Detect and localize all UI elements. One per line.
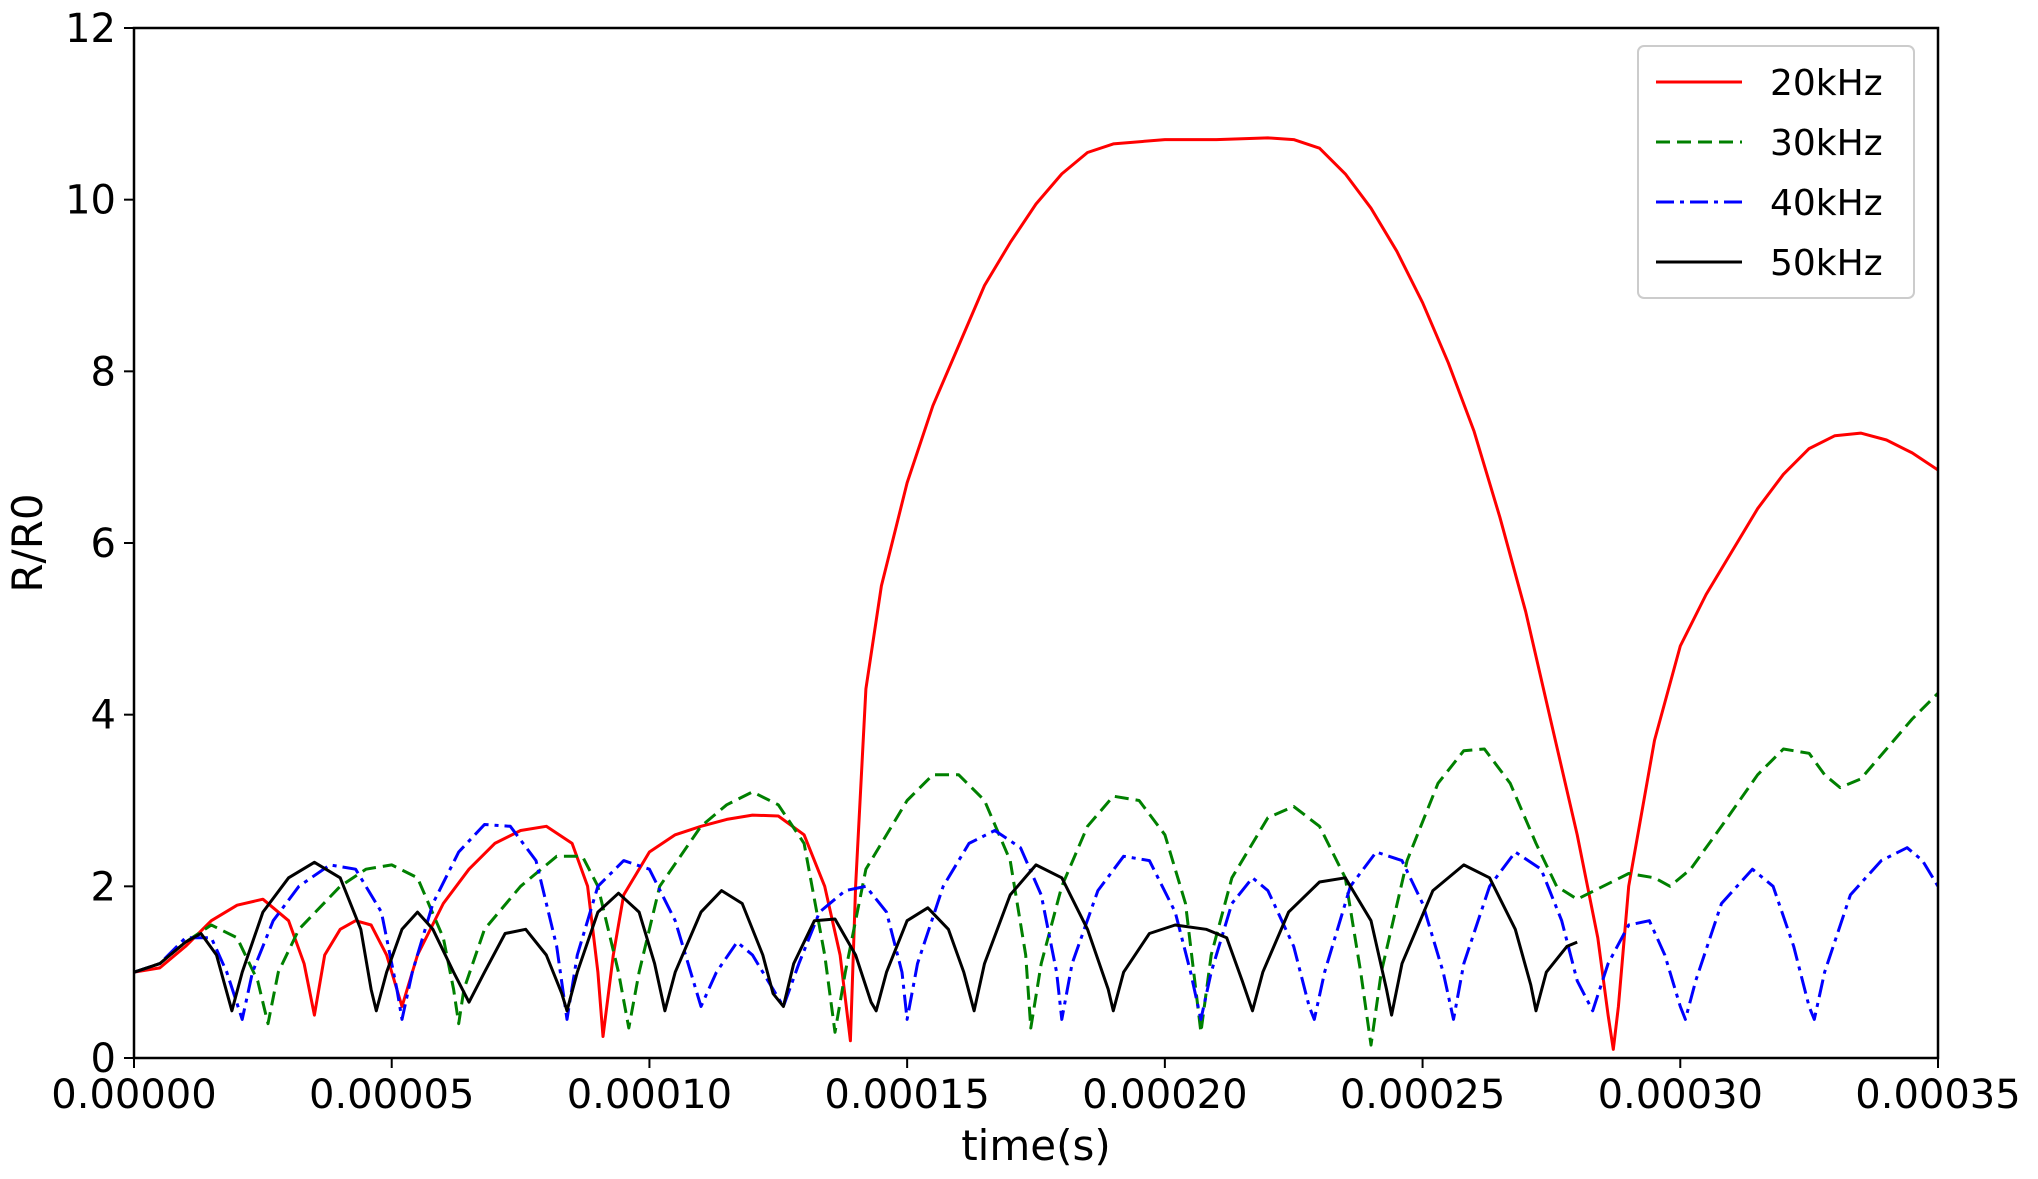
y-axis-label: R/R0: [3, 493, 52, 592]
y-tick-label: 12: [65, 6, 116, 52]
series-line-50kHz: [134, 860, 1578, 1017]
x-tick-label: 0.00025: [1340, 1072, 1505, 1118]
series-layer: [134, 136, 1938, 1051]
x-tick-label: 0.00035: [1855, 1072, 2020, 1118]
legend-box: [1637, 45, 1915, 299]
y-tick-label: 8: [91, 349, 116, 395]
y-axis: 0 2 4 6 8 10 12: [65, 6, 134, 1082]
legend-label-20kHz: 20kHz: [1770, 63, 1883, 104]
y-tick-label: 6: [91, 521, 116, 567]
legend-label-30kHz: 30kHz: [1770, 123, 1883, 164]
x-axis: 0.00000 0.00005 0.00010 0.00015 0.00020 0.000…: [51, 1058, 2021, 1118]
x-axis-label: time(s): [961, 1121, 1111, 1170]
y-tick-label: 0: [91, 1036, 116, 1082]
x-tick-label: 0.00000: [51, 1072, 216, 1118]
legend-label-40kHz: 40kHz: [1770, 183, 1883, 224]
x-tick-label: 0.00005: [309, 1072, 474, 1118]
y-tick-label: 10: [65, 178, 116, 224]
x-tick-label: 0.00030: [1598, 1072, 1763, 1118]
series-line-40kHz: [134, 823, 1938, 1021]
x-tick-label: 0.00010: [567, 1072, 732, 1118]
x-tick-label: 0.00020: [1082, 1072, 1247, 1118]
y-tick-label: 4: [91, 693, 116, 739]
series-line-20kHz: [134, 136, 1938, 1051]
legend: 20kHz 30kHz 40kHz 50kHz: [1637, 45, 1915, 299]
legend-label-50kHz: 50kHz: [1770, 243, 1883, 284]
x-tick-label: 0.00015: [824, 1072, 989, 1118]
y-tick-label: 2: [91, 864, 116, 910]
